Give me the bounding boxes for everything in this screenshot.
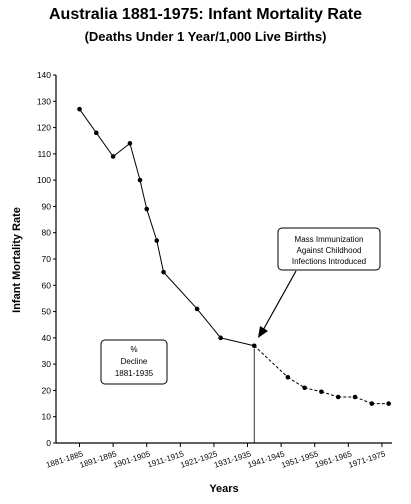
immunization-callout-box [277,227,381,271]
y-tick-label: 20 [42,385,52,395]
y-tick-label: 50 [42,307,52,317]
data-point [94,130,99,136]
data-point [137,177,143,183]
x-axis-ticks: 1881-18851891-18951901-19051911-19151921… [45,443,387,470]
series-segment [95,132,114,157]
y-tick-label: 70 [42,254,52,264]
y-tick-label: 40 [42,333,52,343]
y-tick-label: 90 [42,201,52,211]
y-tick-label: 110 [37,149,51,159]
y-tick-label: 100 [37,175,51,185]
decline-callout-line-1: % [130,345,137,354]
data-point [144,206,150,212]
data-point [251,343,257,349]
series-segment [253,345,289,378]
x-tick-label: 1891-1895 [79,449,119,470]
immunization-callout-line-1: Mass Immunization [295,235,364,244]
data-point [77,106,82,112]
data-point [161,269,166,275]
callout-arrow-head [258,326,268,338]
series-segment [112,142,131,157]
series-segment [163,271,198,310]
immunization-callout-line-2: Against Childhood [297,246,362,255]
series-segment [321,391,339,398]
callout-arrow-line [261,270,297,333]
data-point [352,394,358,400]
series-segment [304,387,322,393]
y-tick-label: 130 [37,96,51,106]
series-segment [139,180,148,210]
series-segment [220,337,255,347]
series-segment [287,376,305,389]
x-tick-label: 1901-1905 [112,449,152,470]
y-tick-label: 80 [42,228,52,238]
x-tick-label: 1911-1915 [146,449,185,469]
immunization-callout-line-3: Infections Introduced [292,257,366,266]
data-point [335,394,341,400]
data-point [127,141,133,146]
x-tick-label: 1941-1945 [247,449,287,470]
series-segment [354,396,373,405]
x-tick-label: 1971-1975 [347,449,387,470]
chart-title: Australia 1881-1975: Infant Mortality Ra… [49,6,362,23]
data-point [302,385,307,391]
data-point [319,389,324,395]
x-tick-label: 1931-1935 [213,449,253,470]
y-tick-label: 60 [42,280,52,290]
y-tick-label: 0 [46,438,51,448]
data-point [386,401,391,406]
decline-callout-line-3: 1881-1935 [115,369,154,378]
series-segment [196,308,222,339]
data-point [110,154,116,159]
series-segment [156,240,165,273]
y-tick-label: 10 [42,412,52,422]
x-tick-label: 1881-1885 [45,449,85,470]
y-tick-label: 140 [37,70,51,80]
x-tick-label: 1921-1925 [179,449,219,470]
decline-callout-box [100,339,168,385]
x-tick-label: 1961-1965 [314,449,354,470]
series-line [79,108,389,405]
immunization-callout: Mass Immunization Against Childhood Infe… [258,227,381,338]
y-axis-ticks: 0 10 20 30 40 50 60 70 80 90 100 110 120 130 140 [37,70,56,448]
decline-callout: % Decline 1881-1935 [100,339,168,385]
data-point [218,335,223,341]
chart-subtitle: (Deaths Under 1 Year/1,000 Live Births) [84,29,327,44]
series-segment [146,208,158,241]
data-point [369,401,375,406]
y-tick-label: 30 [42,359,52,369]
series-segment [79,108,97,134]
decline-callout-line-2: Decline [121,357,148,366]
series-segment [129,143,141,181]
data-point [194,306,200,312]
data-point [285,374,291,380]
x-axis-title: Years [209,483,238,495]
y-axis-title: Infant Mortality Rate [11,207,23,313]
series-points [77,106,391,406]
y-tick-label: 120 [37,123,51,133]
x-tick-label: 1951-1955 [280,449,320,470]
data-point [154,238,160,243]
